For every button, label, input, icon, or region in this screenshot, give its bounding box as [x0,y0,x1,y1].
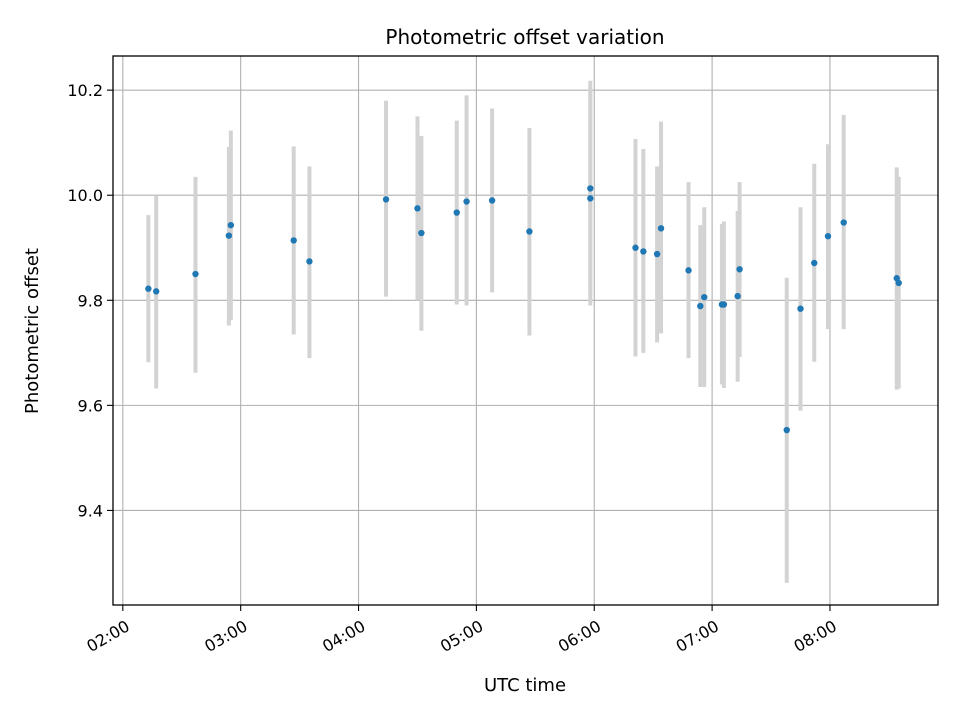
data-point [526,228,533,235]
data-point [720,301,728,308]
data-point [685,267,692,274]
data-point [657,225,665,232]
data-point [488,197,496,204]
data-point [632,244,639,251]
x-axis-label: UTC time [484,675,566,696]
data-point [463,198,470,205]
y-tick-label: 10.2 [67,81,103,100]
data-point [587,185,594,192]
data-point [453,209,460,216]
data-point [587,195,594,202]
data-point [697,302,704,310]
data-point [414,205,421,212]
data-point [227,221,235,229]
data-point [840,219,847,226]
data-point [306,258,313,265]
y-axis-label: Photometric offset [22,248,43,414]
y-tick-label: 9.6 [78,396,103,415]
chart-title: Photometric offset variation [385,25,664,49]
y-tick-label: 9.4 [78,501,103,520]
data-point [824,232,832,240]
data-point [153,288,160,295]
data-point [701,293,708,301]
data-point [290,237,297,244]
data-point [382,196,390,203]
data-point [653,250,661,258]
data-points [145,185,902,434]
data-point [145,285,152,292]
plot-frame [112,55,939,606]
data-point [895,279,902,287]
y-tick-label: 10.0 [67,186,103,205]
data-point [783,426,790,434]
data-point [736,266,743,273]
data-point [640,248,647,255]
data-point [734,292,741,300]
data-point [418,229,425,237]
data-point [192,270,199,278]
data-point [797,305,804,312]
y-tick-label: 9.8 [78,291,103,310]
data-point [811,259,818,267]
data-point [225,232,233,239]
